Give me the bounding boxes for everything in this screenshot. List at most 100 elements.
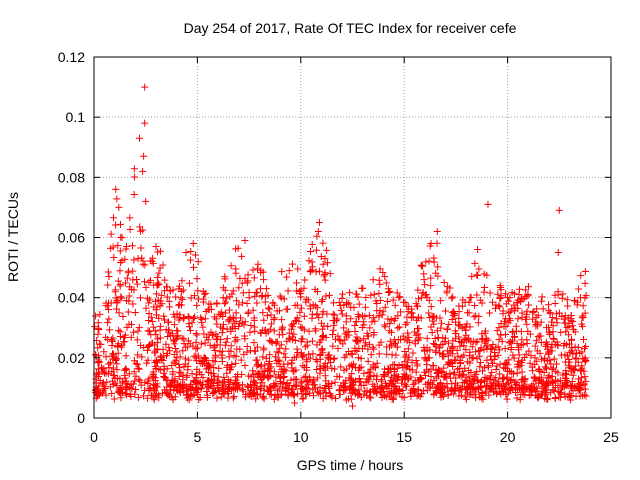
data-point bbox=[204, 336, 212, 344]
data-point bbox=[558, 294, 566, 302]
data-point bbox=[306, 389, 314, 397]
data-point bbox=[574, 344, 582, 351]
data-point bbox=[337, 306, 345, 314]
data-point bbox=[362, 293, 370, 301]
data-point bbox=[391, 360, 399, 368]
data-point bbox=[348, 350, 356, 358]
data-point bbox=[218, 329, 226, 337]
data-point bbox=[259, 353, 267, 361]
data-point bbox=[252, 370, 260, 378]
data-point bbox=[109, 364, 117, 372]
data-point bbox=[476, 352, 484, 360]
data-point bbox=[259, 309, 267, 317]
data-point bbox=[253, 265, 261, 273]
data-point bbox=[289, 323, 297, 331]
data-point bbox=[550, 335, 558, 343]
data-point bbox=[500, 374, 508, 382]
data-point bbox=[494, 351, 502, 359]
data-point bbox=[377, 389, 385, 397]
data-point bbox=[282, 387, 290, 395]
data-point bbox=[134, 393, 142, 401]
data-point bbox=[192, 329, 200, 337]
data-point bbox=[134, 351, 142, 359]
data-point bbox=[426, 383, 434, 391]
data-point bbox=[319, 260, 327, 268]
data-point bbox=[529, 315, 537, 323]
data-point bbox=[307, 267, 315, 275]
data-point bbox=[417, 375, 425, 383]
data-point bbox=[581, 385, 589, 393]
data-point bbox=[155, 281, 163, 289]
data-point bbox=[170, 336, 178, 344]
data-point bbox=[548, 318, 556, 326]
data-point bbox=[178, 334, 186, 342]
data-point bbox=[203, 387, 211, 395]
data-point bbox=[497, 320, 505, 328]
data-point bbox=[191, 313, 199, 321]
data-point bbox=[171, 345, 179, 353]
data-point bbox=[582, 377, 590, 385]
data-point bbox=[575, 375, 583, 383]
data-point bbox=[284, 392, 292, 400]
data-point bbox=[434, 334, 442, 342]
data-point bbox=[366, 368, 374, 376]
data-point bbox=[130, 190, 138, 198]
data-point bbox=[262, 326, 270, 334]
data-point bbox=[285, 329, 293, 337]
data-point bbox=[538, 380, 546, 388]
data-point bbox=[315, 389, 323, 397]
data-point bbox=[474, 319, 482, 327]
data-point bbox=[425, 257, 433, 265]
data-point bbox=[480, 345, 488, 353]
data-point bbox=[276, 362, 284, 370]
data-point bbox=[361, 387, 369, 395]
y-tick-label: 0.06 bbox=[58, 230, 85, 246]
data-point bbox=[272, 338, 280, 346]
data-point bbox=[162, 340, 170, 348]
data-point bbox=[522, 292, 530, 300]
data-point bbox=[219, 390, 227, 398]
data-point bbox=[531, 383, 539, 391]
data-point bbox=[200, 295, 208, 303]
data-point bbox=[504, 361, 512, 369]
y-tick-label: 0.02 bbox=[58, 350, 85, 366]
data-point bbox=[138, 353, 146, 361]
data-point bbox=[523, 307, 531, 315]
data-point bbox=[138, 254, 146, 262]
data-point bbox=[267, 320, 275, 328]
data-point bbox=[270, 316, 278, 324]
data-point bbox=[504, 293, 512, 301]
data-point bbox=[478, 299, 486, 307]
data-point bbox=[513, 369, 521, 377]
data-point bbox=[331, 378, 339, 386]
data-point bbox=[180, 340, 188, 348]
data-point bbox=[308, 337, 316, 345]
data-point bbox=[115, 203, 123, 211]
data-point bbox=[310, 381, 318, 389]
data-point bbox=[417, 294, 425, 302]
data-point bbox=[518, 309, 526, 317]
data-point bbox=[466, 293, 474, 301]
data-point bbox=[581, 279, 589, 287]
data-point bbox=[561, 390, 569, 398]
data-point bbox=[473, 271, 481, 279]
data-point bbox=[515, 351, 523, 359]
data-point bbox=[100, 348, 108, 356]
data-point bbox=[175, 285, 183, 293]
data-point bbox=[306, 354, 314, 362]
data-point bbox=[404, 345, 412, 353]
data-point bbox=[185, 314, 193, 322]
data-point bbox=[278, 365, 286, 373]
data-point bbox=[153, 346, 161, 354]
data-point bbox=[563, 296, 571, 304]
data-point bbox=[535, 376, 543, 384]
data-point bbox=[230, 393, 238, 401]
data-point bbox=[96, 340, 104, 348]
data-point bbox=[466, 359, 474, 367]
data-point bbox=[557, 328, 565, 336]
data-point bbox=[581, 309, 589, 317]
data-point bbox=[331, 365, 339, 373]
data-point bbox=[411, 377, 419, 385]
data-point bbox=[373, 372, 381, 380]
data-point bbox=[201, 356, 209, 364]
